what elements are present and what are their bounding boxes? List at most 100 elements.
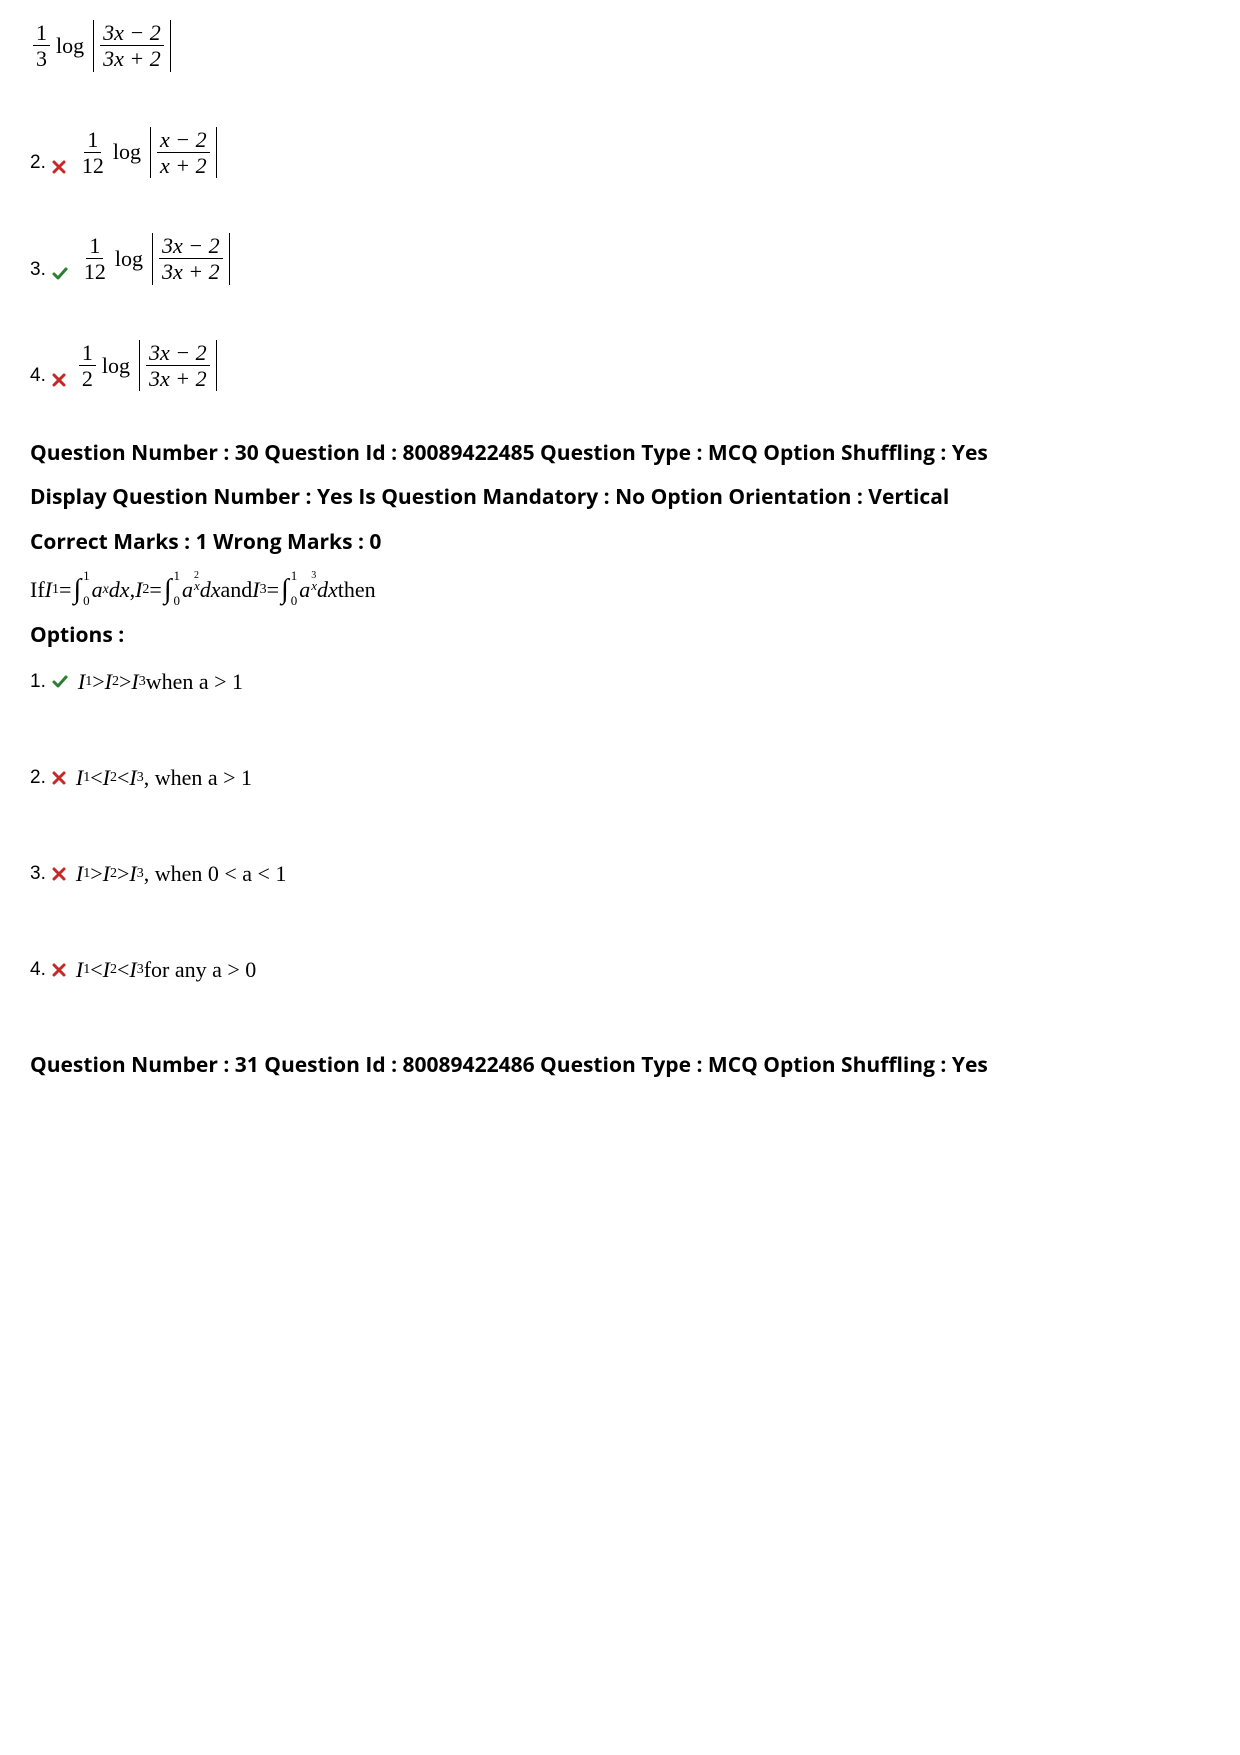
base: a bbox=[182, 577, 193, 603]
integral-symbol: ∫ bbox=[73, 574, 81, 606]
exponent-stack: 2 x bbox=[194, 571, 200, 592]
log-text: log bbox=[113, 139, 141, 165]
abs-numerator: 3x − 2 bbox=[146, 340, 210, 366]
condition: , when a > 1 bbox=[144, 765, 252, 791]
fraction-numerator: 1 bbox=[84, 127, 101, 153]
equals: = bbox=[267, 577, 279, 603]
cross-icon bbox=[52, 963, 66, 977]
base: a bbox=[299, 577, 310, 603]
equals: = bbox=[149, 577, 161, 603]
q30-option-1: 1. I1 > I2 > I3 when a > 1 bbox=[30, 669, 1210, 695]
subscript: 2 bbox=[142, 582, 149, 598]
abs-denominator: 3x + 2 bbox=[159, 259, 223, 284]
question-text: If I1 = ∫ 1 0 ax dx , I2 = ∫ 1 0 a 2 x d… bbox=[30, 574, 1210, 606]
option-2: 2. 1 12 log x − 2 x + 2 bbox=[30, 127, 1210, 179]
question-31: Question Number : 31 Question Id : 80089… bbox=[30, 1043, 1210, 1087]
option-number: 4. bbox=[30, 365, 46, 391]
fraction-numerator: 1 bbox=[79, 340, 96, 366]
abs-bar bbox=[150, 127, 151, 179]
subscript: 1 bbox=[52, 582, 59, 598]
upper-bound: 1 bbox=[291, 569, 298, 582]
log-text: log bbox=[115, 246, 143, 272]
math-expression: 1 3 log 3x − 2 3x + 2 bbox=[30, 20, 174, 72]
option-number: 2. bbox=[30, 152, 46, 178]
var-i: I bbox=[135, 577, 142, 603]
q30-option-2: 2. I1 < I2 < I3 , when a > 1 bbox=[30, 765, 1210, 791]
cross-icon bbox=[52, 771, 66, 785]
equals: = bbox=[59, 577, 71, 603]
option-formula: 1 3 log 3x − 2 3x + 2 bbox=[30, 20, 1210, 72]
integral-bounds: 1 0 bbox=[83, 575, 90, 601]
condition: when a > 1 bbox=[146, 669, 243, 695]
integral-bounds: 1 0 bbox=[173, 575, 180, 601]
abs-numerator: 3x − 2 bbox=[159, 233, 223, 259]
abs-bar bbox=[216, 127, 217, 179]
options-label: Options : bbox=[30, 621, 1210, 649]
lower-bound: 0 bbox=[173, 594, 180, 607]
meta-line-1: Question Number : 31 Question Id : 80089… bbox=[30, 1043, 1210, 1087]
option-number: 3. bbox=[30, 259, 46, 285]
option-text: I1 > I2 > I3 , when 0 < a < 1 bbox=[76, 861, 287, 887]
lower-bound: 0 bbox=[291, 594, 298, 607]
fraction-denominator: 2 bbox=[79, 366, 96, 391]
log-text: log bbox=[102, 353, 130, 379]
var-i: I bbox=[45, 577, 52, 603]
abs-bar bbox=[216, 340, 217, 392]
abs-bar bbox=[229, 233, 230, 285]
question-metadata: Question Number : 31 Question Id : 80089… bbox=[30, 1043, 1210, 1087]
abs-numerator: x − 2 bbox=[157, 127, 210, 153]
exp-base: x bbox=[194, 580, 200, 592]
abs-bar bbox=[139, 340, 140, 392]
condition: , when 0 < a < 1 bbox=[144, 861, 287, 887]
check-icon bbox=[52, 267, 68, 285]
q30-option-3: 3. I1 > I2 > I3 , when 0 < a < 1 bbox=[30, 861, 1210, 887]
option-text: I1 < I2 < I3 , when a > 1 bbox=[76, 765, 252, 791]
option-text: I1 > I2 > I3 when a > 1 bbox=[78, 669, 243, 695]
meta-line-2: Display Question Number : Yes Is Questio… bbox=[30, 475, 1210, 519]
meta-line-3: Correct Marks : 1 Wrong Marks : 0 bbox=[30, 520, 1210, 564]
abs-numerator: 3x − 2 bbox=[100, 20, 164, 46]
fraction-denominator: 12 bbox=[79, 153, 107, 178]
question-30: Question Number : 30 Question Id : 80089… bbox=[30, 431, 1210, 982]
q30-options-list: 1. I1 > I2 > I3 when a > 1 2. I1 < I2 bbox=[30, 669, 1210, 983]
math-expression: 1 2 log 3x − 2 3x + 2 bbox=[76, 340, 220, 392]
upper-bound: 1 bbox=[83, 569, 90, 582]
option-number: 2. bbox=[30, 767, 46, 789]
var-i: I bbox=[252, 577, 259, 603]
condition: for any a > 0 bbox=[144, 957, 257, 983]
fraction-numerator: 1 bbox=[86, 233, 103, 259]
abs-denominator: x + 2 bbox=[157, 153, 210, 178]
option-number: 4. bbox=[30, 959, 46, 981]
abs-bar bbox=[170, 20, 171, 72]
base: a bbox=[92, 577, 103, 603]
abs-denominator: 3x + 2 bbox=[100, 46, 164, 71]
integral-symbol: ∫ bbox=[164, 574, 172, 606]
option-3: 3. 1 12 log 3x − 2 3x + 2 bbox=[30, 233, 1210, 285]
option-number: 3. bbox=[30, 863, 46, 885]
abs-denominator: 3x + 2 bbox=[146, 366, 210, 391]
option-4: 4. 1 2 log 3x − 2 3x + 2 bbox=[30, 340, 1210, 392]
option-number: 1. bbox=[30, 671, 46, 693]
lower-bound: 0 bbox=[83, 594, 90, 607]
dx: dx bbox=[200, 577, 221, 603]
subscript: 3 bbox=[260, 582, 267, 598]
q30-option-4: 4. I1 < I2 < I3 for any a > 0 bbox=[30, 957, 1210, 983]
cross-icon bbox=[52, 160, 66, 178]
math-expression: 1 12 log 3x − 2 3x + 2 bbox=[78, 233, 233, 285]
integral-symbol: ∫ bbox=[281, 574, 289, 606]
then-text: then bbox=[338, 577, 376, 603]
cross-icon bbox=[52, 867, 66, 881]
fraction-denominator: 12 bbox=[81, 259, 109, 284]
exponent-stack: 3 x bbox=[311, 571, 317, 592]
prev-question-options: 1 3 log 3x − 2 3x + 2 2. 1 12 lo bbox=[30, 20, 1210, 391]
exp-base: x bbox=[311, 580, 317, 592]
dx: dx bbox=[317, 577, 338, 603]
abs-bar bbox=[152, 233, 153, 285]
upper-bound: 1 bbox=[173, 569, 180, 582]
fraction-denominator: 3 bbox=[33, 46, 50, 71]
question-metadata: Question Number : 30 Question Id : 80089… bbox=[30, 431, 1210, 563]
check-icon bbox=[52, 675, 68, 689]
math-expression: 1 12 log x − 2 x + 2 bbox=[76, 127, 220, 179]
prefix-text: If bbox=[30, 577, 45, 603]
cross-icon bbox=[52, 373, 66, 391]
